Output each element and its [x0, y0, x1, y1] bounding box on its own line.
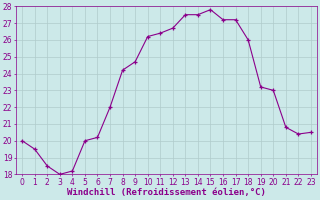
X-axis label: Windchill (Refroidissement éolien,°C): Windchill (Refroidissement éolien,°C) — [67, 188, 266, 197]
